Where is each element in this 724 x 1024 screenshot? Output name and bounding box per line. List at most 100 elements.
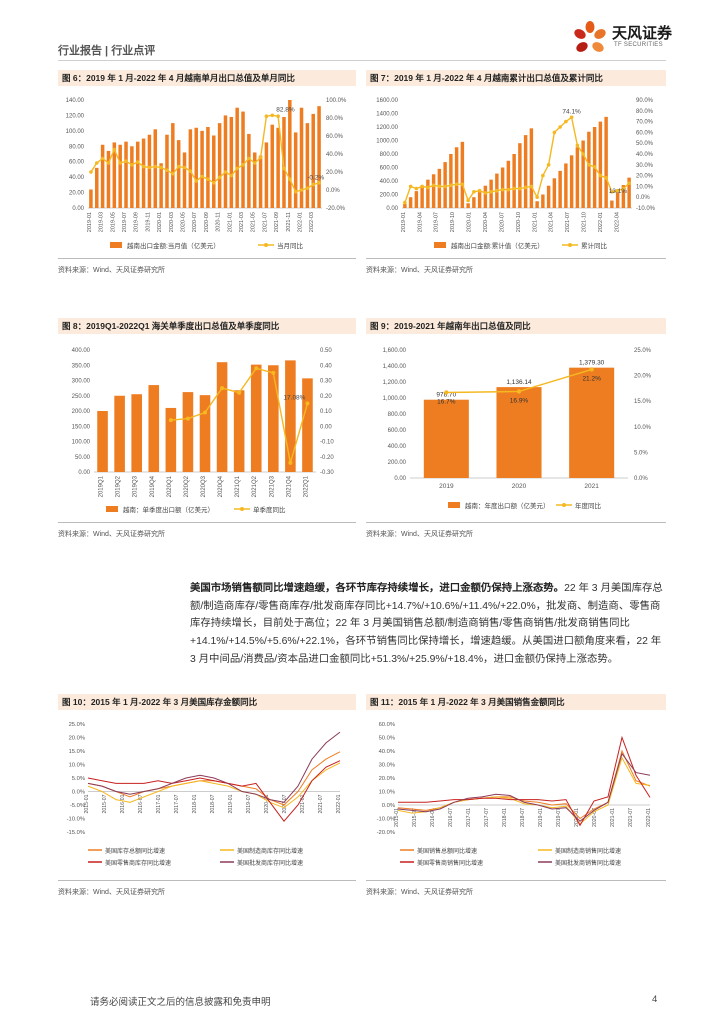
y-right-tick-label: 80.0%: [326, 116, 344, 122]
yoy-marker: [135, 160, 140, 164]
bar-mark: [114, 395, 125, 472]
bar-value-label: 1,379.30: [579, 360, 605, 367]
bar-mark: [89, 189, 93, 208]
x-tick-label: 2019Q3: [133, 475, 139, 497]
bar-mark: [95, 167, 99, 208]
yoy-marker: [176, 164, 181, 169]
yoy-marker: [489, 190, 493, 194]
fig9-title: 图 9：2019-2021 年越南年出口总值及同比: [366, 318, 666, 334]
bar-mark: [252, 152, 257, 208]
analysis-paragraph: 美国市场销售额同比增速趋缓，各环节库存持续增长，进口金额仍保持上涨态势。22 年…: [190, 580, 666, 669]
legend-label: 美国销售总额同比增速: [417, 847, 477, 855]
y-left-tick-label: 250.00: [72, 394, 91, 400]
y-left-tick-label: 100.00: [72, 440, 91, 446]
legend-label: 累计同比: [581, 241, 608, 250]
legend-label: 当月同比: [277, 241, 304, 250]
series-line: [397, 752, 651, 822]
x-tick-label: 2020Q3: [201, 475, 207, 497]
bar-mark: [206, 127, 210, 208]
bar-mark: [564, 163, 568, 208]
y-tick-label: 5.0%: [72, 776, 85, 782]
legend-swatch-marker: [240, 507, 244, 511]
x-tick-label: 2021-03: [239, 212, 245, 232]
x-tick-label: 2020-01: [574, 808, 580, 827]
bar-mark: [408, 197, 413, 208]
x-tick-label: 2020-10: [516, 212, 522, 232]
x-tick-label: 2015-01: [84, 794, 90, 813]
y-left-tick-label: 0.00: [78, 470, 90, 476]
x-tick-label: 2022-01: [336, 794, 342, 813]
yoy-marker: [437, 184, 442, 189]
x-tick-label: 2020-03: [169, 212, 175, 232]
bar-mark: [610, 200, 614, 208]
yoy-marker: [264, 114, 269, 118]
y-right-tick-label: 60.0%: [326, 134, 344, 140]
fig10-svg: -15.0% -10.0% -5.0% 0.0% 5.0% 10.0% 15.0% 20.0%…: [67, 722, 342, 867]
yoy-line: [90, 114, 320, 193]
bar-value-label: 978.70: [436, 392, 456, 399]
x-tick-label: 2016-07: [448, 808, 454, 827]
y-left-tick-label: 0.00: [386, 206, 398, 212]
fig8-chart: 0.00 50.00 100.00 150.00 200.00 250.00 300.00 3…: [58, 338, 356, 522]
x-tick-label: 2022-01: [646, 808, 652, 827]
bar-mark: [241, 111, 245, 208]
yoy-marker: [206, 177, 210, 181]
bar-mark: [135, 141, 140, 208]
x-tick-label: 2020-07: [592, 808, 598, 827]
series-line: [398, 735, 651, 827]
logo-mark-icon: [574, 21, 606, 52]
bar-mark: [558, 170, 562, 208]
page-number: 4: [652, 994, 658, 1005]
bar-mark: [581, 140, 585, 208]
yoy-marker: [483, 191, 488, 195]
x-tick-label: 2020: [512, 483, 527, 490]
yoy-value-label: 16.9%: [510, 397, 529, 404]
x-tick-label: 2019-01: [538, 808, 544, 827]
fig6-title: 图 6：2019 年 1 月-2022 年 4 月越南单月出口总值及单月同比: [58, 70, 356, 86]
series-line: [87, 731, 341, 803]
bar-mark: [512, 154, 516, 208]
yoy-marker: [276, 114, 280, 118]
yoy-marker: [305, 401, 310, 406]
legend-label: 美国库存总额同比增速: [105, 847, 165, 855]
yoy-marker: [516, 389, 522, 394]
yoy-marker: [247, 156, 251, 161]
legend-swatch-marker: [264, 243, 268, 247]
fig8-source: 资料来源：Wind、天风证券研究所: [58, 531, 165, 538]
y-left-tick-label: 1,200.00: [383, 380, 407, 386]
bar-mark: [621, 185, 626, 208]
x-tick-label: 2020-05: [181, 212, 187, 232]
x-tick-label: 2021-07: [318, 794, 324, 813]
y-right-tick-label: 20.0%: [636, 174, 654, 180]
y-right-tick-label: 0.20: [320, 394, 332, 400]
x-tick-label: 2015-01: [394, 808, 400, 827]
y-left-tick-label: 1600.00: [376, 98, 398, 104]
yoy-marker: [495, 188, 499, 193]
fig6-chart: 0.00 20.00 40.00 60.00 80.00 100.00 120.00 140.…: [58, 90, 356, 258]
yoy-marker: [229, 173, 234, 178]
disclaimer-note: 请务必阅读正文之后的信息披露和免责申明: [90, 997, 271, 1008]
yoy-marker: [293, 190, 298, 194]
legend-swatch-bar: [106, 506, 118, 512]
y-right-tick-label: 40.0%: [636, 152, 654, 158]
y-left-tick-label: 50.00: [75, 455, 91, 461]
x-tick-label: 2021-05: [251, 212, 257, 232]
x-tick-label: 2020-04: [483, 212, 489, 232]
y-left-tick-label: 1200.00: [376, 125, 398, 131]
y-tick-label: -20.0%: [377, 830, 395, 836]
annotation-max: 82.8%: [276, 106, 295, 113]
yoy-marker: [94, 161, 99, 165]
yoy-marker: [311, 182, 316, 187]
x-tick-label: 2021-01: [300, 794, 306, 813]
fig7-source: 资料来源：Wind、天风证券研究所: [366, 267, 473, 274]
y-right-tick-label: 15.0%: [634, 399, 652, 405]
report-category: 行业报告 | 行业点评: [58, 45, 156, 57]
yoy-marker: [420, 184, 424, 189]
bar-mark: [188, 129, 193, 208]
yoy-marker: [241, 163, 245, 167]
bar-mark: [496, 387, 542, 478]
bar-mark: [466, 203, 470, 208]
y-left-tick-label: 150.00: [72, 424, 91, 430]
bar-mark: [546, 185, 551, 208]
bar-mark: [212, 135, 216, 208]
